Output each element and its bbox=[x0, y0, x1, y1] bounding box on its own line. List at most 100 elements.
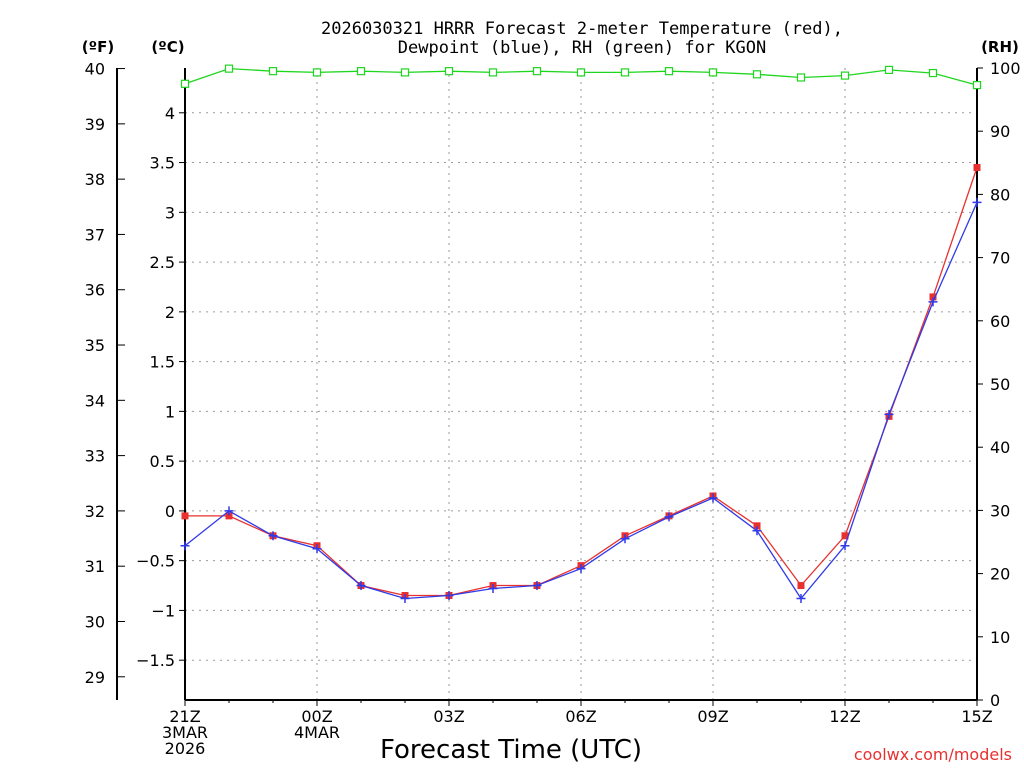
tick-label-fahrenheit: 34 bbox=[85, 391, 105, 410]
rh-point bbox=[708, 68, 718, 77]
tick-label-fahrenheit: 38 bbox=[85, 170, 105, 189]
rh-point bbox=[224, 64, 234, 73]
dewpoint-point bbox=[576, 564, 586, 574]
dewpoint-point bbox=[752, 526, 762, 536]
tick-label-celsius: 1 bbox=[165, 402, 175, 421]
tick-label-celsius: 2 bbox=[165, 303, 175, 322]
dewpoint-point bbox=[312, 544, 322, 554]
tick-label-celsius: 1.5 bbox=[150, 353, 175, 372]
tick-label-rh: 40 bbox=[990, 438, 1010, 457]
tick-label-fahrenheit: 30 bbox=[85, 612, 105, 631]
dewpoint-point bbox=[180, 541, 190, 551]
tick-label-fahrenheit: 32 bbox=[85, 502, 105, 521]
tick-label-fahrenheit: 31 bbox=[85, 557, 105, 576]
tick-label-x: 21Z bbox=[169, 707, 200, 726]
tick-label-fahrenheit: 33 bbox=[85, 447, 105, 466]
tick-label-x: 00Z bbox=[301, 707, 332, 726]
unit-label-fahrenheit: (ºF) bbox=[82, 38, 114, 56]
tick-label-x: 03Z bbox=[433, 707, 464, 726]
rh-point bbox=[268, 67, 278, 76]
temperature-point bbox=[841, 532, 849, 540]
tick-label-rh: 30 bbox=[990, 501, 1010, 520]
tick-label-rh: 90 bbox=[990, 122, 1010, 141]
grid-lines bbox=[185, 68, 977, 700]
rh-point bbox=[488, 68, 498, 77]
rh-point bbox=[752, 70, 762, 79]
tick-label-x: 15Z bbox=[961, 707, 992, 726]
tick-label-rh: 70 bbox=[990, 249, 1010, 268]
tick-label-x: 2026 bbox=[165, 739, 206, 758]
dewpoint-point bbox=[972, 197, 982, 207]
temperature-point bbox=[973, 164, 981, 172]
dewpoint-point bbox=[224, 506, 234, 516]
tick-label-celsius: −1.5 bbox=[136, 651, 175, 670]
dewpoint-point bbox=[532, 581, 542, 591]
tick-label-celsius: −1 bbox=[151, 601, 175, 620]
axes bbox=[116, 67, 983, 706]
rh-point bbox=[620, 68, 630, 77]
unit-label-rh: (RH) bbox=[981, 38, 1019, 56]
source-credit: coolwx.com/models bbox=[854, 745, 1012, 764]
temperature-point bbox=[225, 512, 233, 520]
rh-point bbox=[180, 79, 190, 88]
tick-label-celsius: −0.5 bbox=[136, 552, 175, 571]
tick-label-rh: 80 bbox=[990, 185, 1010, 204]
x-axis-title: Forecast Time (UTC) bbox=[380, 735, 642, 765]
tick-label-celsius: 0 bbox=[165, 502, 175, 521]
temperature-point bbox=[181, 512, 189, 520]
dewpoint-point bbox=[400, 593, 410, 603]
rh-point bbox=[356, 67, 366, 76]
tick-label-x: 3MAR bbox=[162, 723, 208, 742]
rh-point bbox=[664, 67, 674, 76]
rh-point bbox=[884, 65, 894, 74]
tick-labels: −1.5−1−0.500.511.522.533.5421Z3MAR202600… bbox=[85, 59, 1021, 758]
tick-label-rh: 0 bbox=[990, 691, 1000, 710]
tick-label-x: 12Z bbox=[829, 707, 860, 726]
unit-label-celsius: (ºC) bbox=[151, 38, 184, 56]
tick-label-fahrenheit: 29 bbox=[85, 668, 105, 687]
tick-label-fahrenheit: 39 bbox=[85, 115, 105, 134]
rh-point bbox=[444, 67, 454, 76]
chart-title-line1: 2026030321 HRRR Forecast 2-meter Tempera… bbox=[321, 19, 843, 39]
tick-label-celsius: 3 bbox=[165, 203, 175, 222]
dewpoint-point bbox=[708, 493, 718, 503]
rh-point bbox=[796, 73, 806, 82]
rh-point bbox=[312, 68, 322, 77]
dewpoint-point bbox=[488, 584, 498, 594]
rh-point bbox=[928, 68, 938, 78]
tick-label-celsius: 4 bbox=[165, 104, 175, 123]
rh-point bbox=[400, 68, 410, 77]
tick-label-x: 4MAR bbox=[294, 723, 340, 742]
tick-label-fahrenheit: 37 bbox=[85, 225, 105, 244]
tick-label-x: 09Z bbox=[697, 707, 728, 726]
tick-label-rh: 10 bbox=[990, 628, 1010, 647]
dewpoint-point bbox=[268, 531, 278, 541]
tick-label-fahrenheit: 35 bbox=[85, 336, 105, 355]
dewpoint-point bbox=[664, 512, 674, 522]
dewpoint-point bbox=[884, 409, 894, 419]
tick-label-x: 06Z bbox=[565, 707, 596, 726]
dewpoint-point bbox=[840, 541, 850, 551]
dewpoint-point bbox=[444, 590, 454, 600]
dewpoint-point bbox=[620, 534, 630, 544]
dewpoint-point bbox=[796, 593, 806, 603]
dewpoint-point bbox=[356, 581, 366, 591]
series-lines bbox=[180, 64, 982, 603]
rh-point bbox=[840, 71, 850, 80]
tick-label-celsius: 2.5 bbox=[150, 253, 175, 272]
tick-label-rh: 20 bbox=[990, 565, 1010, 584]
tick-label-rh: 60 bbox=[990, 312, 1010, 331]
temperature-point bbox=[929, 293, 937, 301]
temperature-point bbox=[753, 522, 761, 530]
chart-title-line2: Dewpoint (blue), RH (green) for KGON bbox=[398, 38, 766, 58]
tick-label-fahrenheit: 40 bbox=[85, 60, 105, 79]
rh-point bbox=[972, 80, 982, 90]
tick-label-celsius: 3.5 bbox=[150, 154, 175, 173]
tick-label-fahrenheit: 36 bbox=[85, 281, 105, 300]
rh-point bbox=[576, 68, 586, 77]
temperature-point bbox=[797, 582, 805, 590]
tick-label-celsius: 0.5 bbox=[150, 452, 175, 471]
tick-label-rh: 50 bbox=[990, 375, 1010, 394]
dewpoint-point bbox=[928, 297, 938, 307]
